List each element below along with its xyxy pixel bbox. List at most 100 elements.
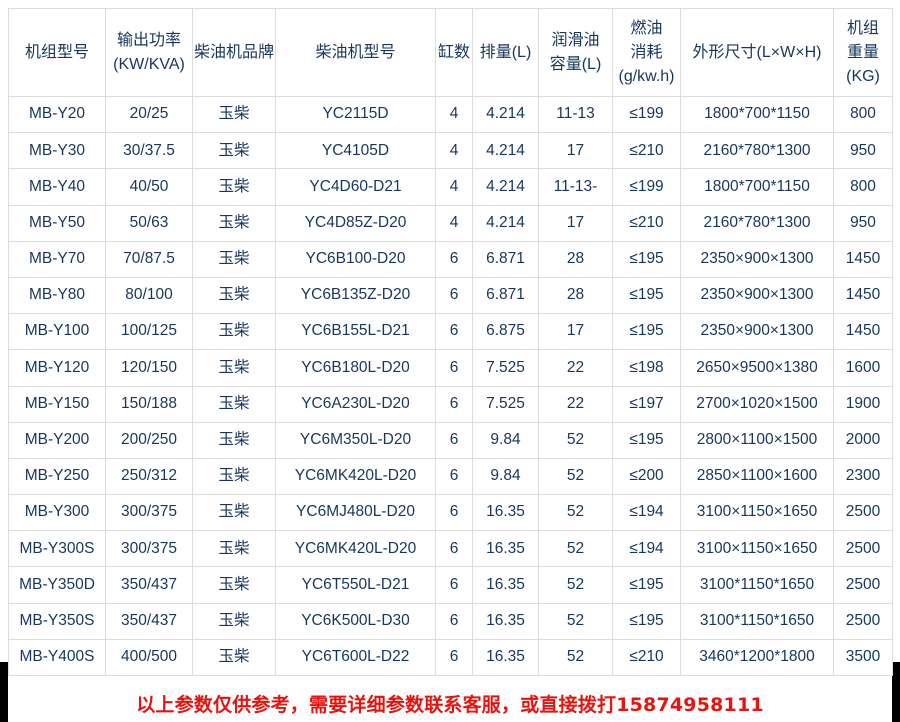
cell-brand: 玉柴 [192, 168, 276, 206]
cell-model: MB-Y350D [8, 566, 106, 604]
left-edge-bar [0, 662, 8, 722]
column-header-displacement: 排量(L) [472, 8, 539, 97]
cell-fuel: ≤195 [612, 313, 681, 351]
table-row: MB-Y40 40/50 玉柴 YC4D60-D21 4 4.214 11-13- ≤199 1… [8, 168, 893, 206]
cell-fuel: ≤194 [612, 530, 681, 568]
cell-power: 250/312 [105, 457, 193, 496]
column-header-power: 输出功率 (KW/KVA) [105, 8, 193, 97]
cell-dimensions: 3460*1200*1800 [680, 638, 834, 677]
cell-displacement: 16.35 [472, 638, 539, 677]
cell-dimensions: 2700×1020×1500 [680, 385, 834, 423]
cell-fuel: ≤195 [612, 421, 681, 459]
cell-fuel: ≤199 [612, 95, 681, 134]
cell-oil: 11-13 [538, 95, 613, 134]
cell-model: MB-Y400S [8, 638, 106, 677]
cell-dimensions: 2350×900×1300 [680, 276, 834, 315]
cell-power: 300/375 [105, 494, 193, 532]
column-header-engine: 柴油机型号 [275, 8, 436, 97]
column-header-line: 消耗 [630, 43, 663, 61]
cell-dimensions: 3100×1150×1650 [680, 494, 834, 532]
cell-brand: 玉柴 [192, 457, 276, 496]
cell-dimensions: 3100*1150*1650 [680, 602, 834, 640]
column-header-dimensions: 外形尺寸(L×W×H) [680, 8, 834, 97]
cell-brand: 玉柴 [192, 530, 276, 568]
cell-dimensions: 2350×900×1300 [680, 240, 834, 278]
cell-displacement: 4.214 [472, 168, 539, 206]
cell-model: MB-Y50 [8, 204, 106, 242]
cell-model: MB-Y40 [8, 168, 106, 206]
cell-dimensions: 3100*1150*1650 [680, 566, 834, 604]
cell-cylinders: 6 [435, 494, 473, 532]
cell-dimensions: 3100×1150×1650 [680, 530, 834, 568]
cell-weight: 1450 [833, 313, 893, 351]
cell-brand: 玉柴 [192, 204, 276, 242]
cell-power: 100/125 [105, 313, 193, 351]
cell-weight: 800 [833, 168, 893, 206]
cell-cylinders: 6 [435, 276, 473, 315]
cell-power: 400/500 [105, 638, 193, 677]
cell-engine: YC6MJ480L-D20 [275, 494, 436, 532]
cell-weight: 800 [833, 95, 893, 134]
cell-weight: 1450 [833, 276, 893, 315]
cell-cylinders: 6 [435, 385, 473, 423]
cell-weight: 2000 [833, 421, 893, 459]
cell-engine: YC6M350L-D20 [275, 421, 436, 459]
cell-oil: 28 [538, 276, 613, 315]
cell-engine: YC6B135Z-D20 [275, 276, 436, 315]
column-header-line: (KG) [846, 67, 880, 85]
cell-power: 70/87.5 [105, 240, 193, 278]
cell-displacement: 6.871 [472, 240, 539, 278]
cell-dimensions: 1800*700*1150 [680, 95, 834, 134]
cell-brand: 玉柴 [192, 566, 276, 604]
cell-weight: 950 [833, 204, 893, 242]
cell-brand: 玉柴 [192, 240, 276, 278]
table-row: MB-Y20 20/25 玉柴 YC2115D 4 4.214 11-13 ≤199 1800*… [8, 95, 893, 134]
column-header-line: 输出功率 [116, 31, 181, 49]
cell-cylinders: 4 [435, 95, 473, 134]
cell-fuel: ≤210 [612, 204, 681, 242]
cell-oil: 17 [538, 204, 613, 242]
cell-dimensions: 2650×9500×1380 [680, 349, 834, 387]
cell-cylinders: 6 [435, 566, 473, 604]
cell-power: 80/100 [105, 276, 193, 315]
column-header-line: 排量(L) [479, 43, 532, 61]
cell-model: MB-Y70 [8, 240, 106, 278]
cell-engine: YC2115D [275, 95, 436, 134]
cell-cylinders: 6 [435, 349, 473, 387]
column-header-line: 容量(L) [549, 55, 602, 73]
cell-power: 40/50 [105, 168, 193, 206]
cell-power: 150/188 [105, 385, 193, 423]
cell-dimensions: 1800*700*1150 [680, 168, 834, 206]
cell-engine: YC6T600L-D22 [275, 638, 436, 677]
cell-power: 300/375 [105, 530, 193, 568]
cell-fuel: ≤195 [612, 240, 681, 278]
cell-cylinders: 6 [435, 457, 473, 496]
cell-fuel: ≤194 [612, 494, 681, 532]
column-header-line: 柴油机品牌 [194, 43, 275, 61]
header-row: 机组型号 输出功率 (KW/KVA) 柴油机品牌 柴油机型号 缸数 排量(L) 润滑油 容量(L… [8, 8, 893, 97]
cell-dimensions: 2800×1100×1500 [680, 421, 834, 459]
spec-table-container: 机组型号 输出功率 (KW/KVA) 柴油机品牌 柴油机型号 缸数 排量(L) 润滑油 容量(L… [8, 8, 893, 677]
cell-brand: 玉柴 [192, 602, 276, 640]
right-edge-bar [892, 662, 900, 722]
table-row: MB-Y80 80/100 玉柴 YC6B135Z-D20 6 6.871 28 ≤195 23… [8, 276, 893, 315]
column-header-oil: 润滑油 容量(L) [538, 8, 613, 97]
cell-weight: 2500 [833, 530, 893, 568]
cell-cylinders: 6 [435, 421, 473, 459]
cell-model: MB-Y30 [8, 132, 106, 170]
cell-oil: 22 [538, 349, 613, 387]
cell-cylinders: 6 [435, 530, 473, 568]
table-row: MB-Y70 70/87.5 玉柴 YC6B100-D20 6 6.871 28 ≤195 23… [8, 240, 893, 278]
cell-cylinders: 4 [435, 204, 473, 242]
cell-displacement: 6.875 [472, 313, 539, 351]
table-row: MB-Y50 50/63 玉柴 YC4D85Z-D20 4 4.214 17 ≤210 2160… [8, 204, 893, 242]
cell-displacement: 16.35 [472, 602, 539, 640]
cell-fuel: ≤195 [612, 276, 681, 315]
cell-fuel: ≤200 [612, 457, 681, 496]
cell-brand: 玉柴 [192, 385, 276, 423]
cell-model: MB-Y150 [8, 385, 106, 423]
cell-weight: 1450 [833, 240, 893, 278]
cell-displacement: 4.214 [472, 95, 539, 134]
table-row: MB-Y350D 350/437 玉柴 YC6T550L-D21 6 16.35 52 ≤19… [8, 566, 893, 604]
cell-oil: 17 [538, 132, 613, 170]
